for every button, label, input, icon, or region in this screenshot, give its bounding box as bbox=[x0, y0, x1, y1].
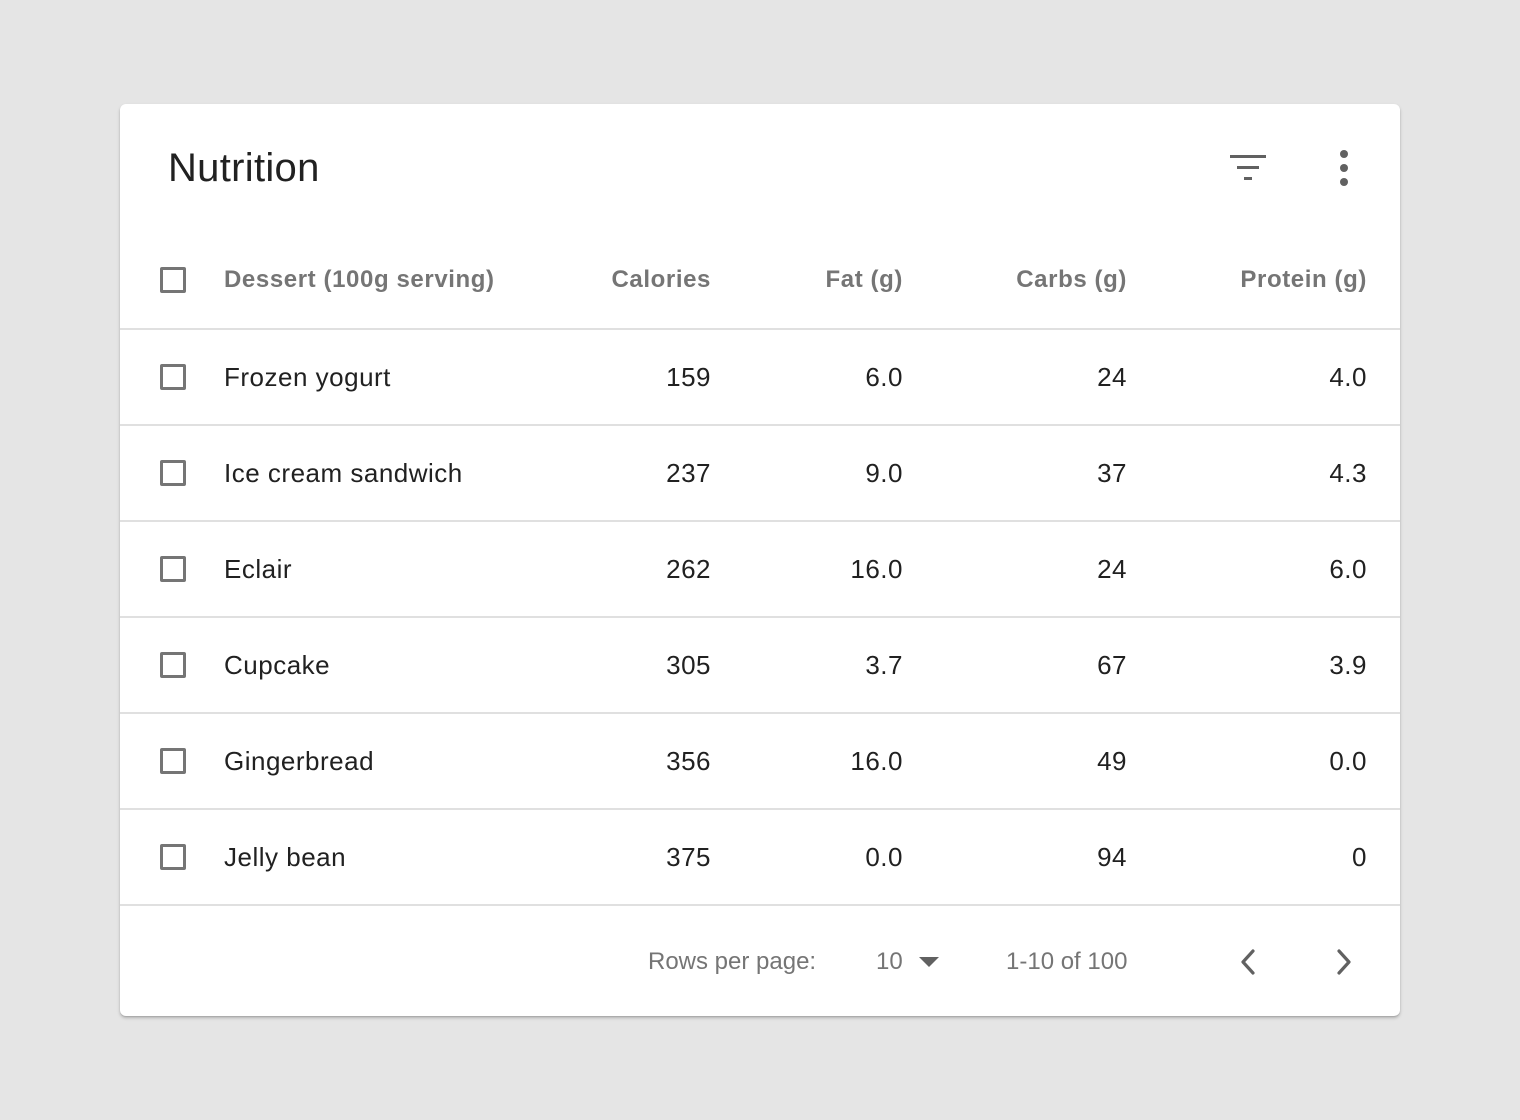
filter-icon bbox=[1230, 155, 1266, 180]
table-row[interactable]: Jelly bean 375 0.0 94 0 bbox=[120, 809, 1400, 906]
select-all-checkbox[interactable] bbox=[160, 267, 186, 293]
fat-value: 0.0 bbox=[711, 809, 903, 906]
row-select-cell bbox=[120, 425, 224, 522]
carbs-value: 49 bbox=[903, 713, 1127, 810]
row-select-cell bbox=[120, 329, 224, 426]
select-all-cell bbox=[120, 232, 224, 330]
row-checkbox[interactable] bbox=[160, 556, 186, 582]
calories-value: 375 bbox=[578, 809, 711, 906]
carbs-value: 37 bbox=[903, 425, 1127, 522]
page-title: Nutrition bbox=[168, 146, 320, 190]
carbs-value: 94 bbox=[903, 809, 1127, 906]
fat-value: 9.0 bbox=[711, 425, 903, 522]
chevron-right-icon bbox=[1337, 949, 1351, 975]
table-row[interactable]: Gingerbread 356 16.0 49 0.0 bbox=[120, 713, 1400, 810]
carbs-value: 24 bbox=[903, 329, 1127, 426]
dropdown-arrow-icon bbox=[918, 957, 939, 967]
row-checkbox[interactable] bbox=[160, 748, 186, 774]
fat-value: 16.0 bbox=[711, 521, 903, 618]
calories-value: 262 bbox=[578, 521, 711, 618]
fat-value: 16.0 bbox=[711, 713, 903, 810]
carbs-value: 67 bbox=[903, 617, 1127, 714]
row-select-cell bbox=[120, 521, 224, 618]
row-checkbox[interactable] bbox=[160, 460, 186, 486]
table-pagination-footer: Rows per page: 10 1-10 of 100 bbox=[120, 906, 1400, 1016]
calories-value: 237 bbox=[578, 425, 711, 522]
chevron-left-icon bbox=[1241, 949, 1255, 975]
next-page-button[interactable] bbox=[1312, 930, 1376, 994]
nutrition-table: Dessert (100g serving) Calories Fat (g) … bbox=[120, 232, 1400, 906]
table-header-row: Dessert (100g serving) Calories Fat (g) … bbox=[120, 232, 1400, 330]
table-row[interactable]: Frozen yogurt 159 6.0 24 4.0 bbox=[120, 329, 1400, 426]
column-header-carbs[interactable]: Carbs (g) bbox=[903, 232, 1127, 330]
filter-button[interactable] bbox=[1216, 136, 1280, 200]
dessert-name: Ice cream sandwich bbox=[224, 425, 578, 522]
card-header: Nutrition bbox=[120, 104, 1400, 232]
table-row[interactable]: Eclair 262 16.0 24 6.0 bbox=[120, 521, 1400, 618]
fat-value: 6.0 bbox=[711, 329, 903, 426]
data-table-card: Nutrition bbox=[120, 104, 1400, 1016]
dessert-name: Cupcake bbox=[224, 617, 578, 714]
dessert-name: Jelly bean bbox=[224, 809, 578, 906]
column-header-protein[interactable]: Protein (g) bbox=[1127, 232, 1400, 330]
dessert-name: Frozen yogurt bbox=[224, 329, 578, 426]
protein-value: 4.3 bbox=[1127, 425, 1400, 522]
protein-value: 4.0 bbox=[1127, 329, 1400, 426]
column-header-fat[interactable]: Fat (g) bbox=[711, 232, 903, 330]
carbs-value: 24 bbox=[903, 521, 1127, 618]
rows-per-page-select[interactable]: 10 bbox=[876, 944, 948, 980]
protein-value: 3.9 bbox=[1127, 617, 1400, 714]
row-select-cell bbox=[120, 617, 224, 714]
row-select-cell bbox=[120, 713, 224, 810]
column-header-dessert[interactable]: Dessert (100g serving) bbox=[224, 232, 578, 330]
previous-page-button[interactable] bbox=[1216, 930, 1280, 994]
protein-value: 6.0 bbox=[1127, 521, 1400, 618]
fat-value: 3.7 bbox=[711, 617, 903, 714]
row-checkbox[interactable] bbox=[160, 364, 186, 390]
rows-per-page-value: 10 bbox=[876, 948, 903, 975]
row-select-cell bbox=[120, 809, 224, 906]
calories-value: 305 bbox=[578, 617, 711, 714]
column-header-calories[interactable]: Calories bbox=[578, 232, 711, 330]
more-options-button[interactable] bbox=[1312, 136, 1376, 200]
more-vert-icon bbox=[1340, 150, 1348, 186]
dessert-name: Gingerbread bbox=[224, 713, 578, 810]
calories-value: 356 bbox=[578, 713, 711, 810]
pagination-range: 1-10 of 100 bbox=[1006, 948, 1128, 975]
protein-value: 0 bbox=[1127, 809, 1400, 906]
row-checkbox[interactable] bbox=[160, 652, 186, 678]
dessert-name: Eclair bbox=[224, 521, 578, 618]
protein-value: 0.0 bbox=[1127, 713, 1400, 810]
row-checkbox[interactable] bbox=[160, 844, 186, 870]
rows-per-page-label: Rows per page: bbox=[648, 948, 817, 975]
table-row[interactable]: Ice cream sandwich 237 9.0 37 4.3 bbox=[120, 425, 1400, 522]
calories-value: 159 bbox=[578, 329, 711, 426]
table-row[interactable]: Cupcake 305 3.7 67 3.9 bbox=[120, 617, 1400, 714]
